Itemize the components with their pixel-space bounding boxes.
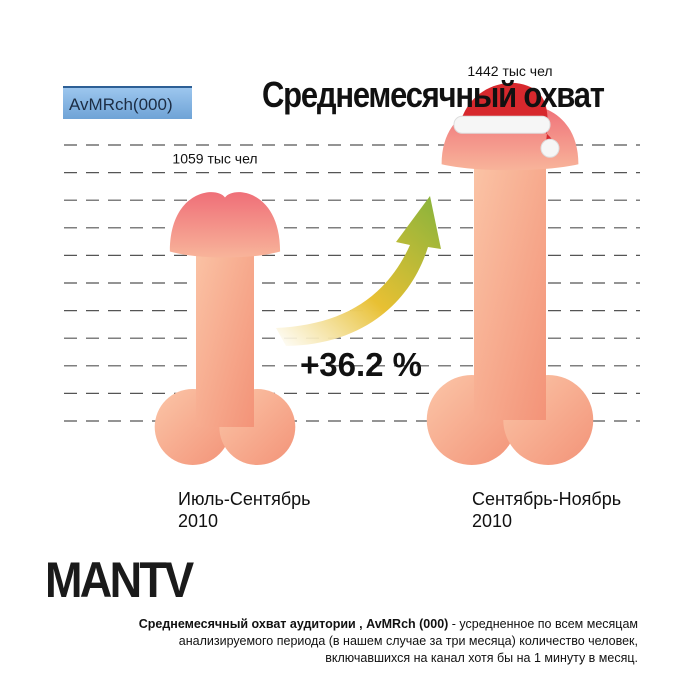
bar-shaft bbox=[474, 134, 546, 420]
santa-hat-icon bbox=[453, 82, 560, 158]
category-label: Сентябрь-Ноябрь bbox=[472, 489, 621, 509]
change-label: +36.2 % bbox=[300, 346, 422, 383]
value-label-2: 1442 тыс чел bbox=[467, 63, 552, 79]
growth-arrow bbox=[276, 196, 441, 346]
mantv-logo: MANTV bbox=[45, 552, 194, 608]
footnote: Среднемесячный охват аудитории , AvMRch … bbox=[38, 616, 638, 667]
footnote-line3: включавшихся на канал хотя бы на 1 минут… bbox=[325, 651, 638, 665]
bar-head bbox=[169, 192, 281, 258]
chart-title: Среднемесячный охват bbox=[262, 74, 605, 115]
metric-badge: AvMRch(000) bbox=[63, 86, 192, 119]
value-label-1: 1059 тыс чел bbox=[172, 151, 257, 167]
category-label: 2010 bbox=[178, 511, 218, 531]
footnote-line2: анализируемого периода (в нашем случае з… bbox=[178, 634, 638, 648]
footnote-line1: - усредненное по всем месяцам bbox=[448, 617, 638, 631]
footnote-term: Среднемесячный охват аудитории , AvMRch … bbox=[138, 617, 449, 631]
category-label: 2010 bbox=[472, 511, 512, 531]
category-label: Июль-Сентябрь bbox=[178, 489, 311, 509]
